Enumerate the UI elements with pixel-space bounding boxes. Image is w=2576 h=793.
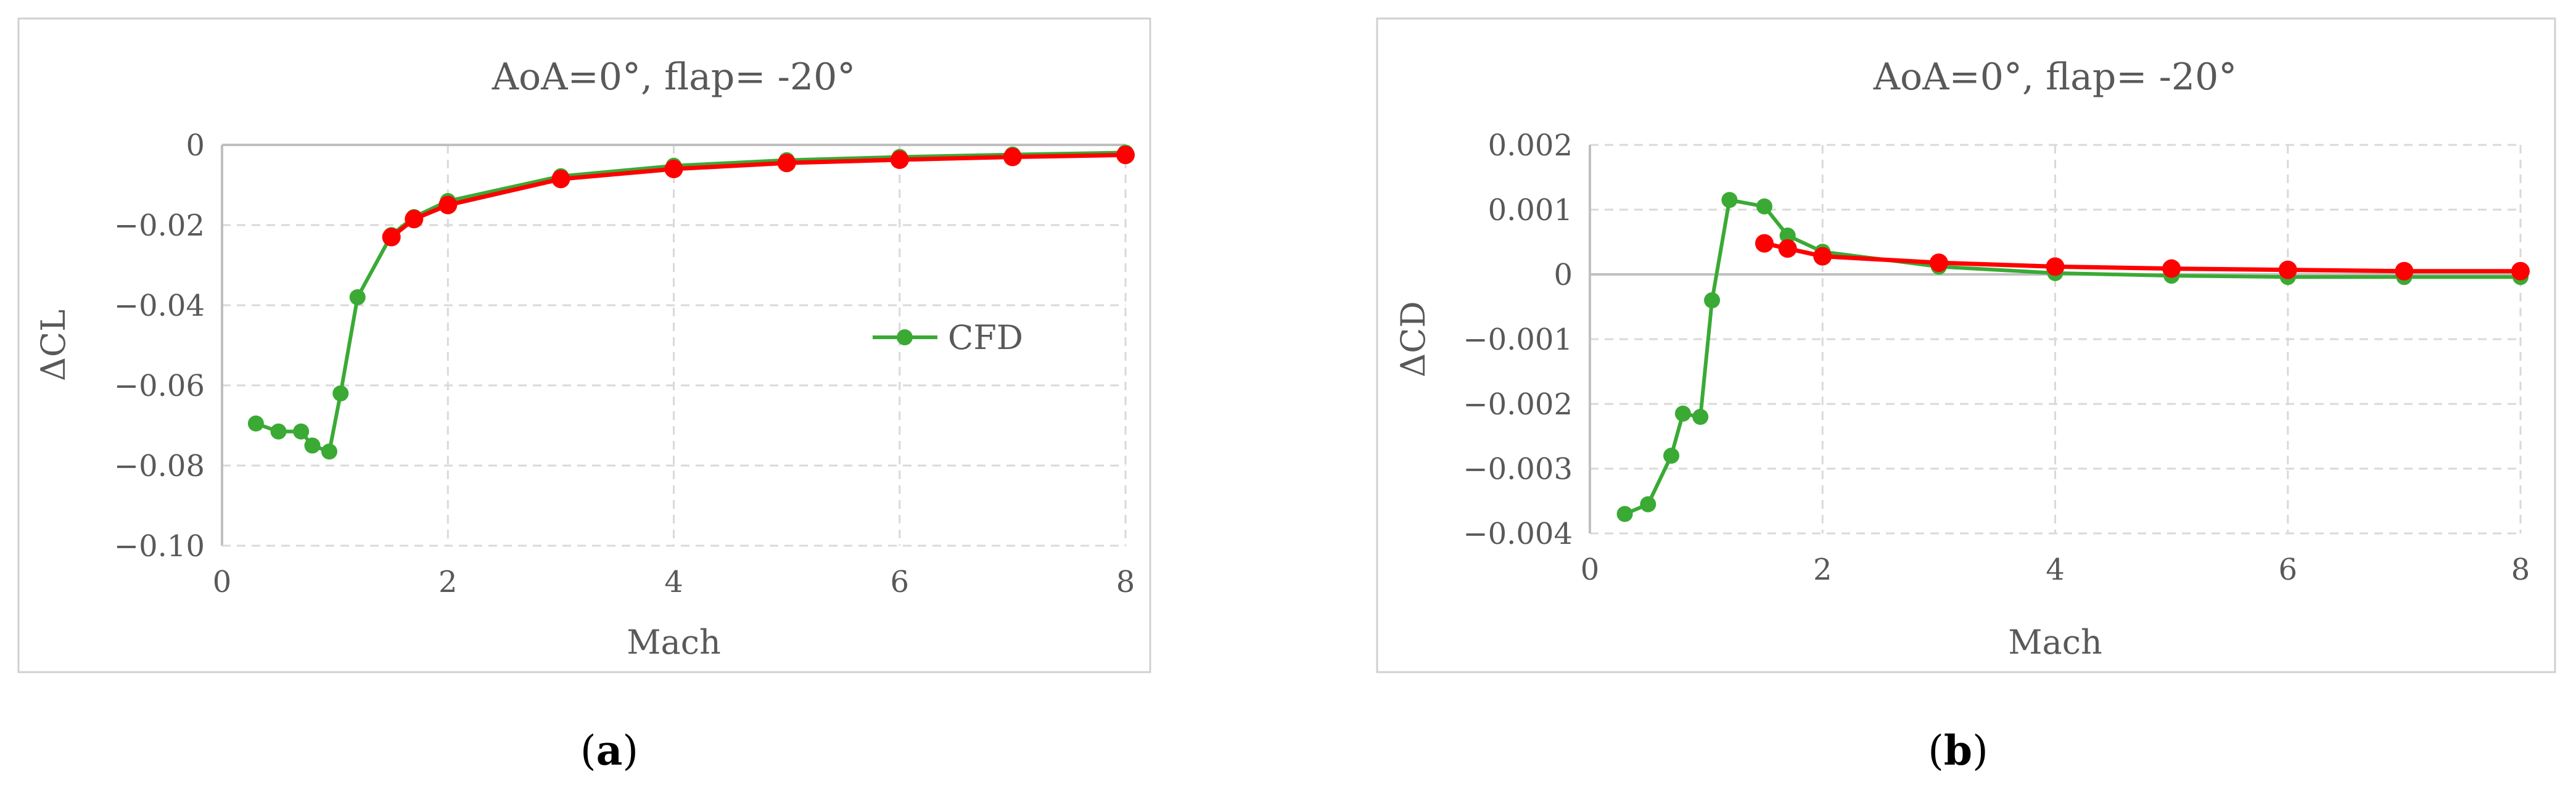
series-green-point xyxy=(321,443,337,460)
x-axis-label: Mach xyxy=(2008,623,2102,662)
x-tick-label: 6 xyxy=(890,565,909,599)
x-tick-label: 4 xyxy=(664,565,683,599)
x-axis-label: Mach xyxy=(627,623,721,662)
y-tick-label: 0.002 xyxy=(1488,128,1573,163)
series-red-point xyxy=(1778,239,1797,258)
legend-label: CFD xyxy=(948,318,1023,357)
series-green-point xyxy=(270,423,287,440)
series-red-point xyxy=(890,150,909,170)
series-red-point xyxy=(2395,261,2414,281)
series-green-point xyxy=(1704,292,1721,308)
y-tick-label: 0 xyxy=(1553,258,1573,292)
series-red-point xyxy=(664,160,683,178)
series-green-point xyxy=(1756,198,1772,215)
caption: (a) xyxy=(580,726,638,775)
x-tick-label: 6 xyxy=(2278,553,2297,587)
series-green-point xyxy=(332,385,349,401)
series-green-point xyxy=(1674,405,1691,422)
series-green-point xyxy=(1616,506,1633,522)
series-red-point xyxy=(2162,259,2181,278)
series-red-point xyxy=(382,228,401,247)
x-tick-label: 0 xyxy=(213,565,232,599)
series-green-point xyxy=(1721,192,1738,208)
series-green-point xyxy=(1692,409,1709,425)
x-tick-label: 2 xyxy=(1813,553,1832,587)
y-tick-label: 0 xyxy=(186,128,205,163)
y-tick-label: −0.02 xyxy=(114,208,205,243)
series-green-line xyxy=(1624,198,2520,516)
y-tick-label: −0.06 xyxy=(114,369,205,403)
y-tick-label: −0.004 xyxy=(1463,517,1573,551)
chart-frame xyxy=(1376,17,2556,673)
x-tick-label: 8 xyxy=(2511,553,2530,587)
series-green-point xyxy=(293,423,310,440)
series-green-point xyxy=(349,289,366,305)
y-tick-label: −0.002 xyxy=(1463,387,1573,422)
y-tick-label: −0.001 xyxy=(1463,323,1573,357)
series-green-point xyxy=(1663,448,1680,464)
chart-title: AoA=0°, flap= -20° xyxy=(1873,55,2237,99)
caption-label: b xyxy=(1944,726,1972,775)
series-red-point xyxy=(2046,257,2065,276)
x-tick-label: 8 xyxy=(1116,565,1135,599)
caption: (b) xyxy=(1928,726,1988,775)
y-tick-label: −0.003 xyxy=(1463,452,1573,487)
caption-label: a xyxy=(596,726,623,775)
x-tick-label: 4 xyxy=(2046,553,2065,587)
x-tick-label: 0 xyxy=(1581,553,1600,587)
series-red-point xyxy=(2511,261,2530,281)
series-green-point xyxy=(247,415,264,432)
legend: CFD xyxy=(873,318,1023,357)
y-tick-label: −0.10 xyxy=(114,529,205,564)
series-red-point xyxy=(1929,253,1948,273)
y-tick-label: −0.04 xyxy=(114,289,205,323)
series-red-point xyxy=(1003,147,1022,166)
legend-swatch-marker xyxy=(897,329,913,345)
series-red-point xyxy=(405,210,424,229)
y-tick-label: 0.001 xyxy=(1488,193,1573,228)
chart-frame xyxy=(17,17,1151,673)
y-axis-label: ΔCL xyxy=(34,310,73,381)
series-red-point xyxy=(438,195,458,215)
series-green-point xyxy=(1779,228,1796,244)
series-red-point xyxy=(777,154,796,173)
y-tick-label: −0.08 xyxy=(114,449,205,483)
series-red-point xyxy=(1116,146,1135,165)
y-axis-label: ΔCD xyxy=(1394,301,1433,377)
series-green-point xyxy=(304,437,321,454)
chart-title: AoA=0°, flap= -20° xyxy=(492,55,856,99)
series-red-point xyxy=(551,170,570,189)
x-tick-label: 2 xyxy=(438,565,458,599)
series-red-point xyxy=(1813,247,1832,266)
series-red-point xyxy=(2278,260,2297,279)
series-red-point xyxy=(1755,234,1774,253)
series-green-point xyxy=(1640,496,1656,512)
